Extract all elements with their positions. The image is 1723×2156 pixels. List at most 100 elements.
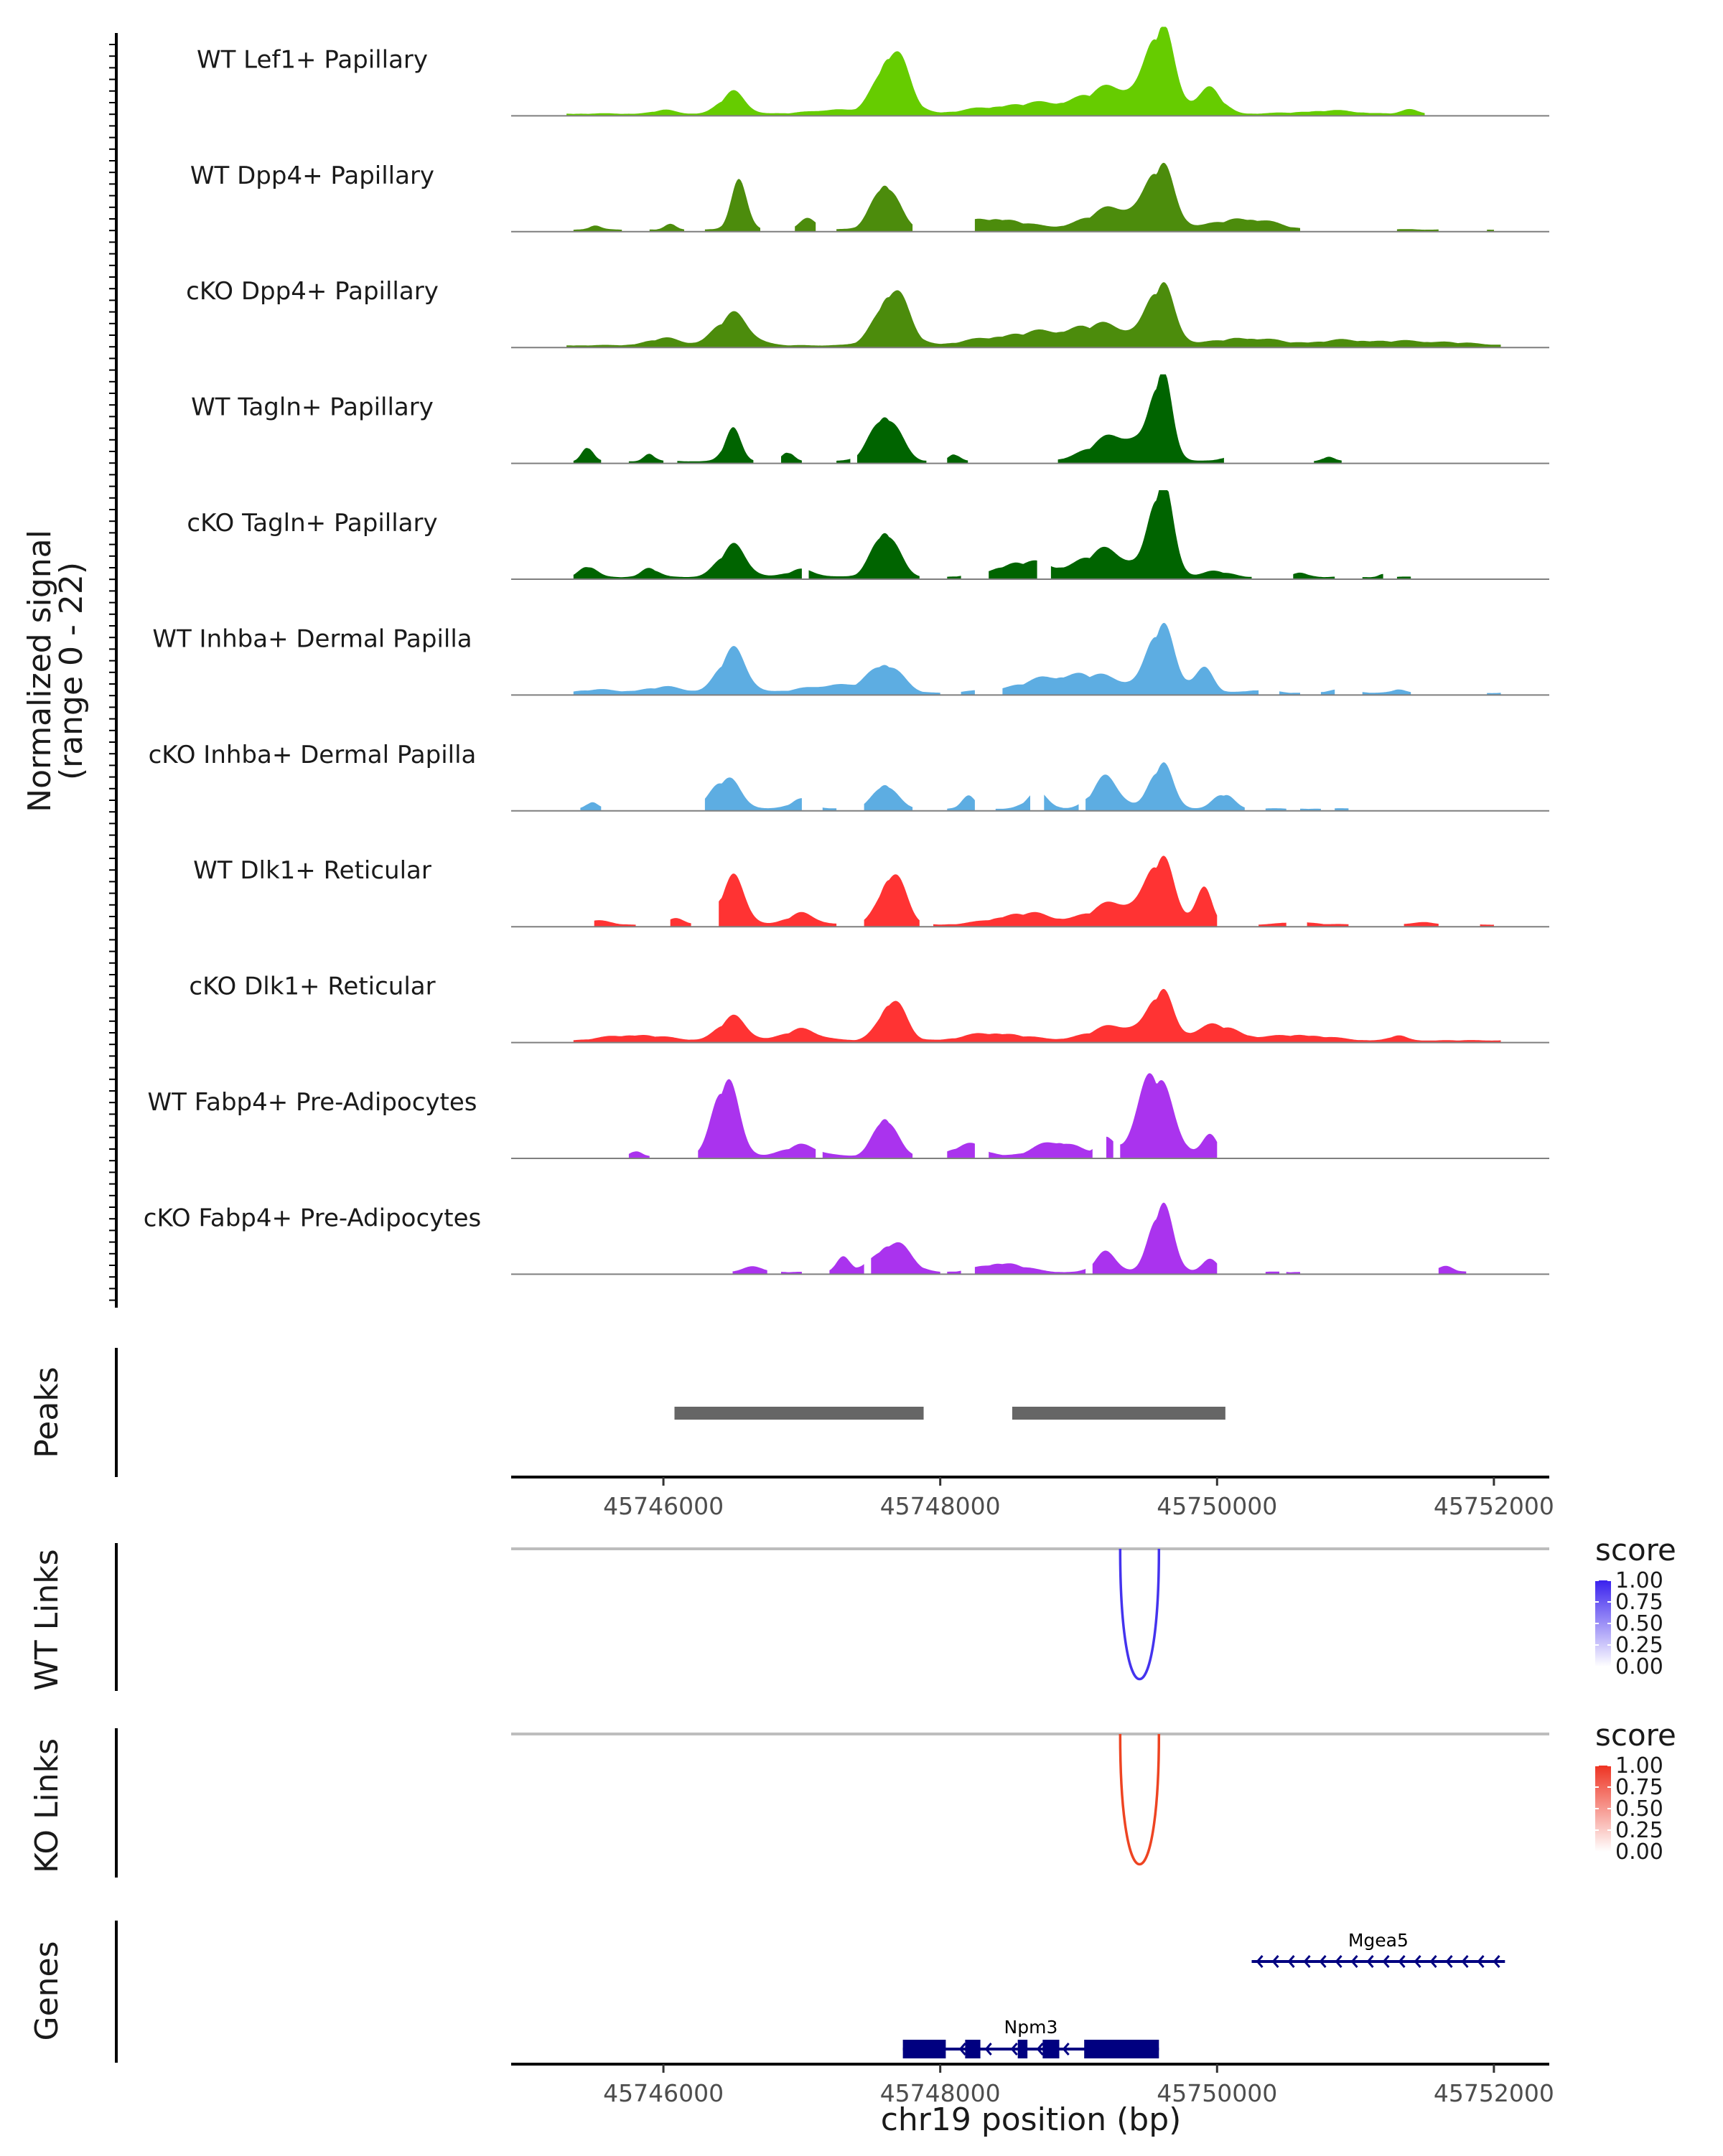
coverage-track-label: WT Lef1+ Papillary (197, 45, 428, 74)
legend-tick-label: 1.00 (1615, 1753, 1663, 1778)
coverage-track-label: cKO Inhba+ Dermal Papilla (149, 741, 477, 769)
coverage-track: WT Dpp4+ Papillary (190, 161, 1549, 233)
strand-chevron (958, 2043, 966, 2056)
x-axis-tick-label: 45752000 (1434, 1492, 1554, 1520)
strand-chevron (1461, 1955, 1469, 1968)
strand-chevron (1477, 1955, 1485, 1968)
genes-track-label: Genes (29, 1941, 65, 2040)
x-axis-tick-label: 45746000 (603, 1492, 724, 1520)
strand-chevron (1398, 1955, 1406, 1968)
legend-tick-label: 0.50 (1615, 1796, 1663, 1822)
y-axis-title: Normalized signal (22, 530, 58, 812)
coverage-area (628, 1073, 1218, 1158)
coverage-area (573, 490, 1411, 579)
coverage-track-label: WT Inhba+ Dermal Papilla (152, 624, 472, 653)
x-axis-top: 45746000 45748000 45750000 45752000 (511, 1476, 1554, 1520)
legend-colorbar (1595, 1766, 1611, 1852)
legend-tick-label: 0.25 (1615, 1818, 1663, 1843)
gene: Npm3 (902, 2017, 1159, 2058)
strand-chevron (1350, 1955, 1358, 1968)
strand-chevron (1036, 2043, 1044, 2056)
coverage-track: WT Dlk1+ Reticular (193, 856, 1549, 928)
legend-tick-label: 0.50 (1615, 1611, 1663, 1636)
strand-chevron (1287, 1955, 1295, 1968)
coverage-track-label: WT Tagln+ Papillary (191, 393, 434, 422)
coverage-area (573, 988, 1501, 1043)
legend-tick-label: 0.75 (1615, 1775, 1663, 1800)
strand-chevron (1335, 1955, 1343, 1968)
strand-chevron (1010, 2043, 1018, 2056)
coverage-track: WT Fabp4+ Pre-Adipocytes (148, 1073, 1549, 1159)
legend-colorbar (1595, 1580, 1611, 1667)
x-axis-tick-label: 45750000 (1157, 2079, 1277, 2107)
coverage-track-label: cKO Tagln+ Papillary (187, 509, 437, 538)
legend-title: score (1595, 1717, 1676, 1753)
legend-tick-label: 0.25 (1615, 1633, 1663, 1658)
coverage-track: cKO Dpp4+ Papillary (186, 277, 1549, 349)
coverage-track-label: WT Dpp4+ Papillary (190, 161, 434, 190)
link-arc (1119, 1733, 1161, 1866)
coverage-area (566, 27, 1425, 116)
coverage-track: cKO Inhba+ Dermal Papilla (149, 741, 1549, 812)
coverage-area (732, 1202, 1467, 1275)
legend-tick-label: 0.00 (1615, 1839, 1663, 1865)
coverage-track-label: cKO Fabp4+ Pre-Adipocytes (144, 1204, 482, 1232)
coverage-y-axis (109, 33, 118, 1308)
coverage-track: WT Tagln+ Papillary (191, 374, 1549, 464)
strand-chevron (1062, 2043, 1070, 2056)
strand-chevron (1256, 1955, 1264, 1968)
coverage-area (573, 374, 1342, 464)
strand-chevron (1493, 1955, 1500, 1968)
x-axis-tick-label: 45746000 (603, 2079, 724, 2107)
coverage-track: cKO Tagln+ Papillary (187, 490, 1549, 580)
x-axis-tick-label: 45752000 (1434, 2079, 1554, 2107)
strand-chevron (1319, 1955, 1327, 1968)
coverage-track-label: WT Dlk1+ Reticular (193, 856, 431, 885)
gene-label: Npm3 (1004, 2017, 1058, 2038)
gene-exon (1084, 2040, 1159, 2058)
strand-chevron (1429, 1955, 1437, 1968)
x-axis-title: chr19 position (bp) (881, 2101, 1182, 2138)
x-axis-bottom: 45746000 45748000 45750000 45752000 (511, 2063, 1554, 2107)
coverage-area (573, 622, 1501, 695)
peaks-track: Peaks (29, 1348, 1225, 1477)
x-axis-tick-label: 45748000 (880, 2079, 1001, 2107)
coverage-area (566, 282, 1501, 348)
x-axis-tick-label: 45748000 (880, 1492, 1001, 1520)
gene-exon (902, 2040, 946, 2058)
coverage-area (580, 762, 1349, 811)
coverage-area (573, 162, 1494, 232)
gene-exon (965, 2040, 981, 2058)
strand-chevron (1366, 1955, 1374, 1968)
peak-region (1012, 1407, 1225, 1420)
legend-tick-label: 1.00 (1615, 1568, 1663, 1593)
gene-exon (1017, 2040, 1028, 2058)
peak-region (674, 1407, 924, 1420)
legend-title: score (1595, 1532, 1676, 1567)
strand-chevron (1271, 1955, 1279, 1968)
gene-exon (1042, 2040, 1060, 2058)
strand-chevron (1382, 1955, 1390, 1968)
links-track-label: WT Links (29, 1549, 65, 1690)
links-track-label: KO Links (29, 1738, 65, 1873)
coverage-track: WT Lef1+ Papillary (197, 27, 1549, 117)
coverage-track-label: cKO Dpp4+ Papillary (186, 277, 439, 306)
coverage-track: WT Inhba+ Dermal Papilla (152, 622, 1549, 696)
strand-chevron (1445, 1955, 1453, 1968)
strand-chevron (1414, 1955, 1421, 1968)
coverage-track-label: WT Fabp4+ Pre-Adipocytes (148, 1088, 477, 1117)
gene: Mgea5 (1251, 1930, 1505, 1968)
strand-chevron (1303, 1955, 1311, 1968)
legend-tick-label: 0.75 (1615, 1590, 1663, 1615)
peaks-track-label: Peaks (29, 1367, 65, 1458)
coverage-track: cKO Dlk1+ Reticular (189, 972, 1549, 1044)
strand-chevron (984, 2043, 992, 2056)
x-axis-tick-label: 45750000 (1157, 1492, 1277, 1520)
coverage-track-label: cKO Dlk1+ Reticular (189, 972, 435, 1001)
coverage-tracks: WT Lef1+ Papillary WT Dpp4+ Papillary cKO … (144, 27, 1549, 1275)
